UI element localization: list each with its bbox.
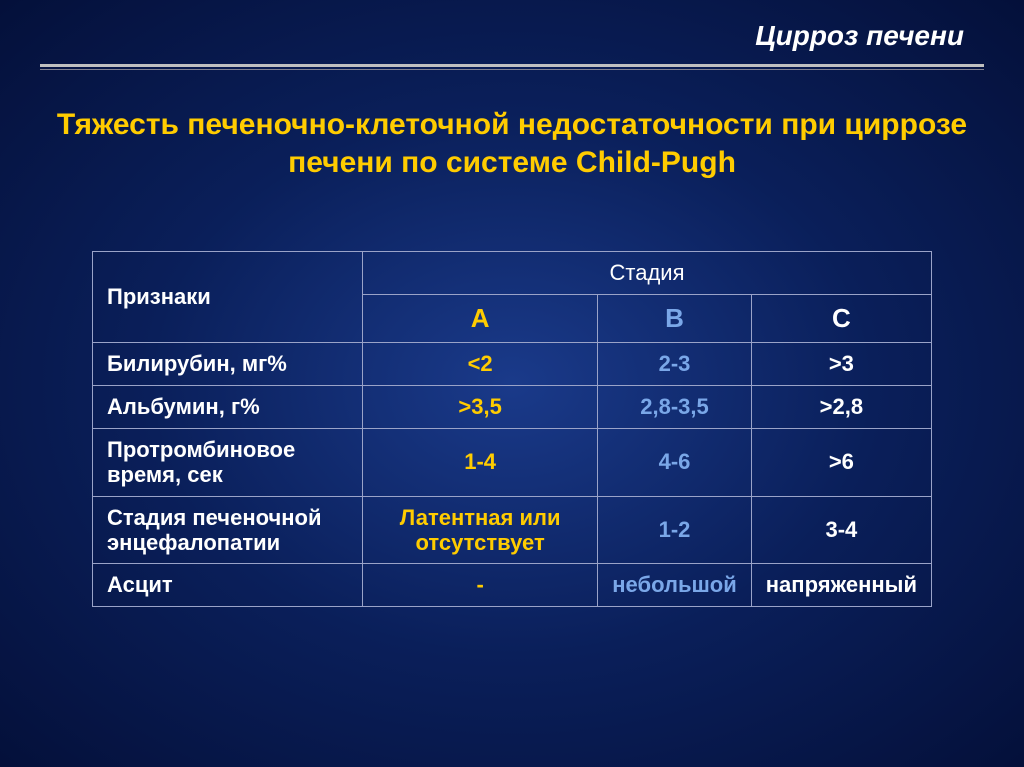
stage-b: B [598,295,752,343]
corner-label: Признаки [93,252,363,343]
divider-top [40,64,984,67]
child-pugh-table: Признаки Стадия A B C Билирубин, мг% <2 … [92,251,932,607]
table-row: Протромбиновое время, сек 1-4 4-6 >6 [93,429,932,497]
divider-mid [40,69,984,70]
cell-a: - [363,564,598,607]
slide-subtitle: Тяжесть печеночно-клеточной недостаточно… [50,106,974,181]
cell-b: 4-6 [598,429,752,497]
page-header-title: Цирроз печени [0,20,964,52]
cell-b: небольшой [598,564,752,607]
cell-c: напряженный [751,564,931,607]
cell-a: 1-4 [363,429,598,497]
cell-c: >3 [751,343,931,386]
cell-a: Латентная или отсутствует [363,496,598,564]
cell-a: <2 [363,343,598,386]
row-label: Стадия печеночной энцефалопатии [93,496,363,564]
row-label: Альбумин, г% [93,386,363,429]
cell-b: 2-3 [598,343,752,386]
stage-header: Стадия [363,252,932,295]
cell-c: >2,8 [751,386,931,429]
stage-a: A [363,295,598,343]
cell-b: 1-2 [598,496,752,564]
cell-c: 3-4 [751,496,931,564]
table-row: Стадия печеночной энцефалопатии Латентна… [93,496,932,564]
stage-c: C [751,295,931,343]
cell-b: 2,8-3,5 [598,386,752,429]
row-label: Протромбиновое время, сек [93,429,363,497]
row-label: Асцит [93,564,363,607]
table-row: Альбумин, г% >3,5 2,8-3,5 >2,8 [93,386,932,429]
cell-a: >3,5 [363,386,598,429]
row-label: Билирубин, мг% [93,343,363,386]
table-row: Асцит - небольшой напряженный [93,564,932,607]
cell-c: >6 [751,429,931,497]
table-row: Билирубин, мг% <2 2-3 >3 [93,343,932,386]
